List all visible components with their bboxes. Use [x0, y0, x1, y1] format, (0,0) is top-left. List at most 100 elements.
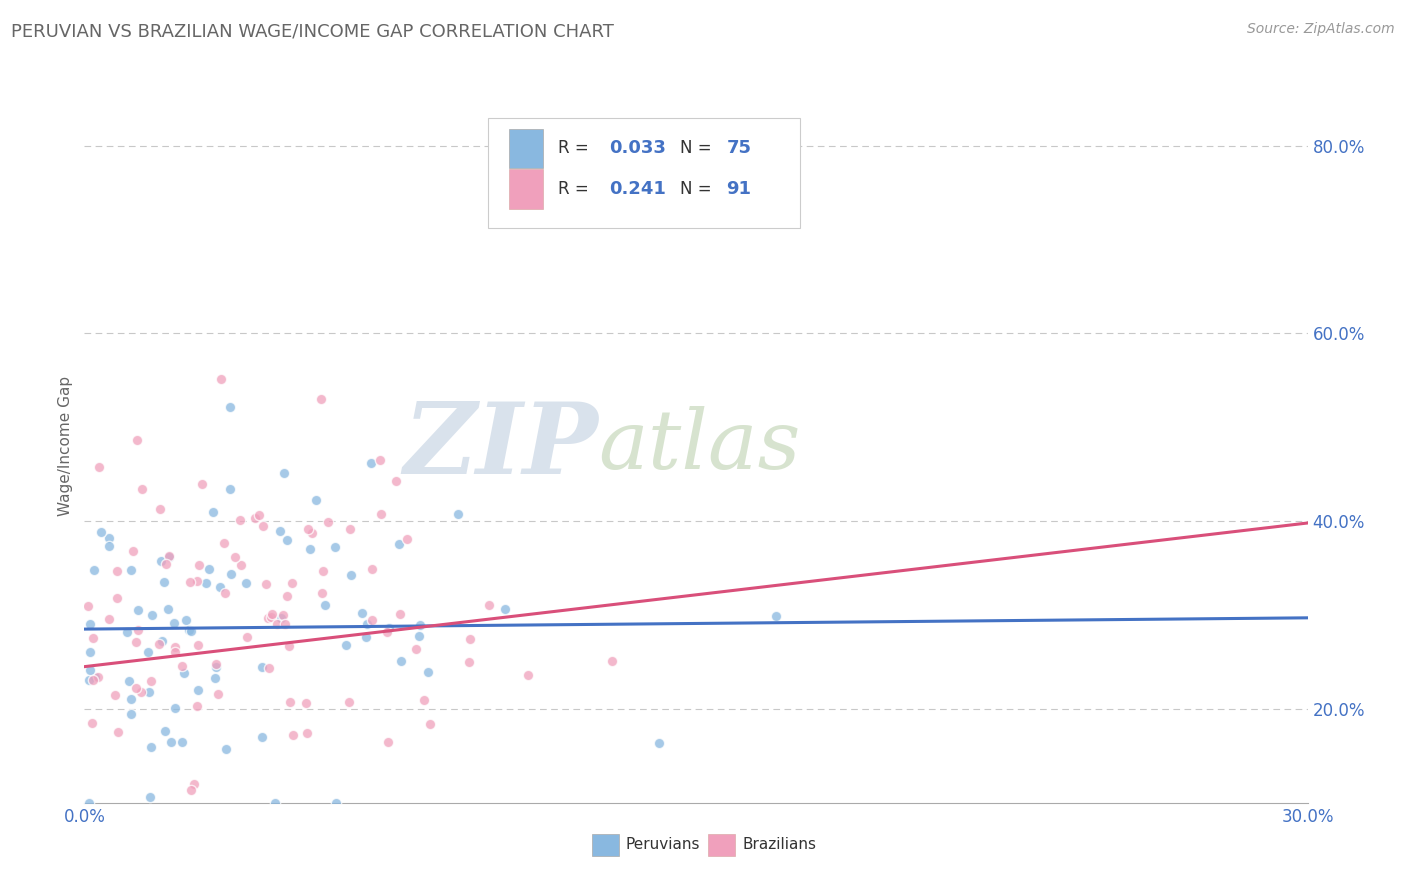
Point [141, 608, 163, 623]
Point [270, 611, 292, 625]
Point [460, 632, 482, 646]
Point [155, 723, 177, 738]
Point [305, 492, 328, 507]
Point [354, 630, 377, 644]
Text: N =: N = [681, 180, 717, 198]
Point [186, 574, 208, 588]
Point [131, 483, 153, 497]
Point [180, 782, 202, 797]
Point [257, 611, 280, 625]
Point [207, 687, 229, 701]
Point [247, 508, 270, 523]
Point [107, 724, 129, 739]
Point [405, 642, 427, 657]
Point [163, 615, 186, 630]
Point [165, 700, 187, 714]
Point [191, 477, 214, 491]
Bar [509, 169, 543, 209]
Point [765, 609, 787, 624]
Point [250, 660, 273, 674]
Point [186, 698, 208, 713]
Point [409, 617, 432, 632]
Point [87, 670, 110, 684]
Point [356, 616, 378, 631]
Point [138, 685, 160, 699]
FancyBboxPatch shape [488, 118, 800, 228]
Point [82, 632, 104, 646]
Point [165, 640, 187, 654]
Point [163, 645, 186, 659]
Point [149, 501, 172, 516]
Point [152, 575, 174, 590]
Point [602, 654, 624, 668]
Point [271, 608, 294, 623]
Point [377, 735, 399, 749]
Point [323, 541, 346, 555]
Point [79, 673, 101, 688]
Point [149, 554, 172, 568]
Point [361, 562, 384, 576]
Point [274, 616, 297, 631]
Point [269, 524, 291, 538]
Point [457, 655, 479, 669]
Text: Source: ZipAtlas.com: Source: ZipAtlas.com [1247, 22, 1395, 37]
Point [198, 562, 221, 576]
Point [115, 625, 138, 640]
Point [79, 663, 101, 677]
Point [157, 601, 180, 615]
Point [77, 796, 100, 810]
Point [174, 613, 197, 627]
Point [339, 522, 361, 536]
Point [408, 629, 430, 643]
Point [127, 603, 149, 617]
Point [281, 575, 304, 590]
Point [150, 633, 173, 648]
Point [125, 681, 148, 695]
Point [214, 586, 236, 600]
Point [148, 637, 170, 651]
Point [256, 577, 278, 591]
Point [219, 567, 242, 582]
Point [98, 612, 121, 626]
Point [208, 580, 231, 594]
Point [294, 696, 316, 710]
Text: 0.033: 0.033 [609, 139, 666, 157]
Point [125, 634, 148, 648]
Point [447, 507, 470, 521]
Point [276, 589, 298, 603]
Point [219, 482, 242, 496]
Point [297, 522, 319, 536]
Bar [592, 834, 619, 855]
Point [278, 695, 301, 709]
Point [276, 533, 298, 548]
Point [83, 563, 105, 577]
Point [478, 598, 501, 612]
Point [202, 505, 225, 519]
Point [90, 524, 112, 539]
Point [120, 691, 142, 706]
Point [170, 659, 193, 673]
Point [87, 459, 110, 474]
Text: ZIP: ZIP [404, 398, 598, 494]
Point [648, 735, 671, 749]
Point [229, 513, 252, 527]
Point [252, 518, 274, 533]
Text: Peruvians: Peruvians [626, 838, 700, 853]
Point [105, 591, 128, 605]
Point [155, 557, 177, 571]
Point [204, 671, 226, 685]
Point [187, 558, 209, 572]
Point [139, 790, 162, 805]
Point [82, 673, 104, 688]
Point [125, 434, 148, 448]
Point [215, 742, 238, 756]
Point [177, 623, 200, 637]
Point [388, 537, 411, 551]
Point [157, 549, 180, 563]
Point [209, 372, 232, 386]
Point [378, 621, 401, 635]
Point [385, 474, 408, 488]
Point [235, 576, 257, 591]
Point [375, 625, 398, 640]
Point [264, 796, 287, 810]
